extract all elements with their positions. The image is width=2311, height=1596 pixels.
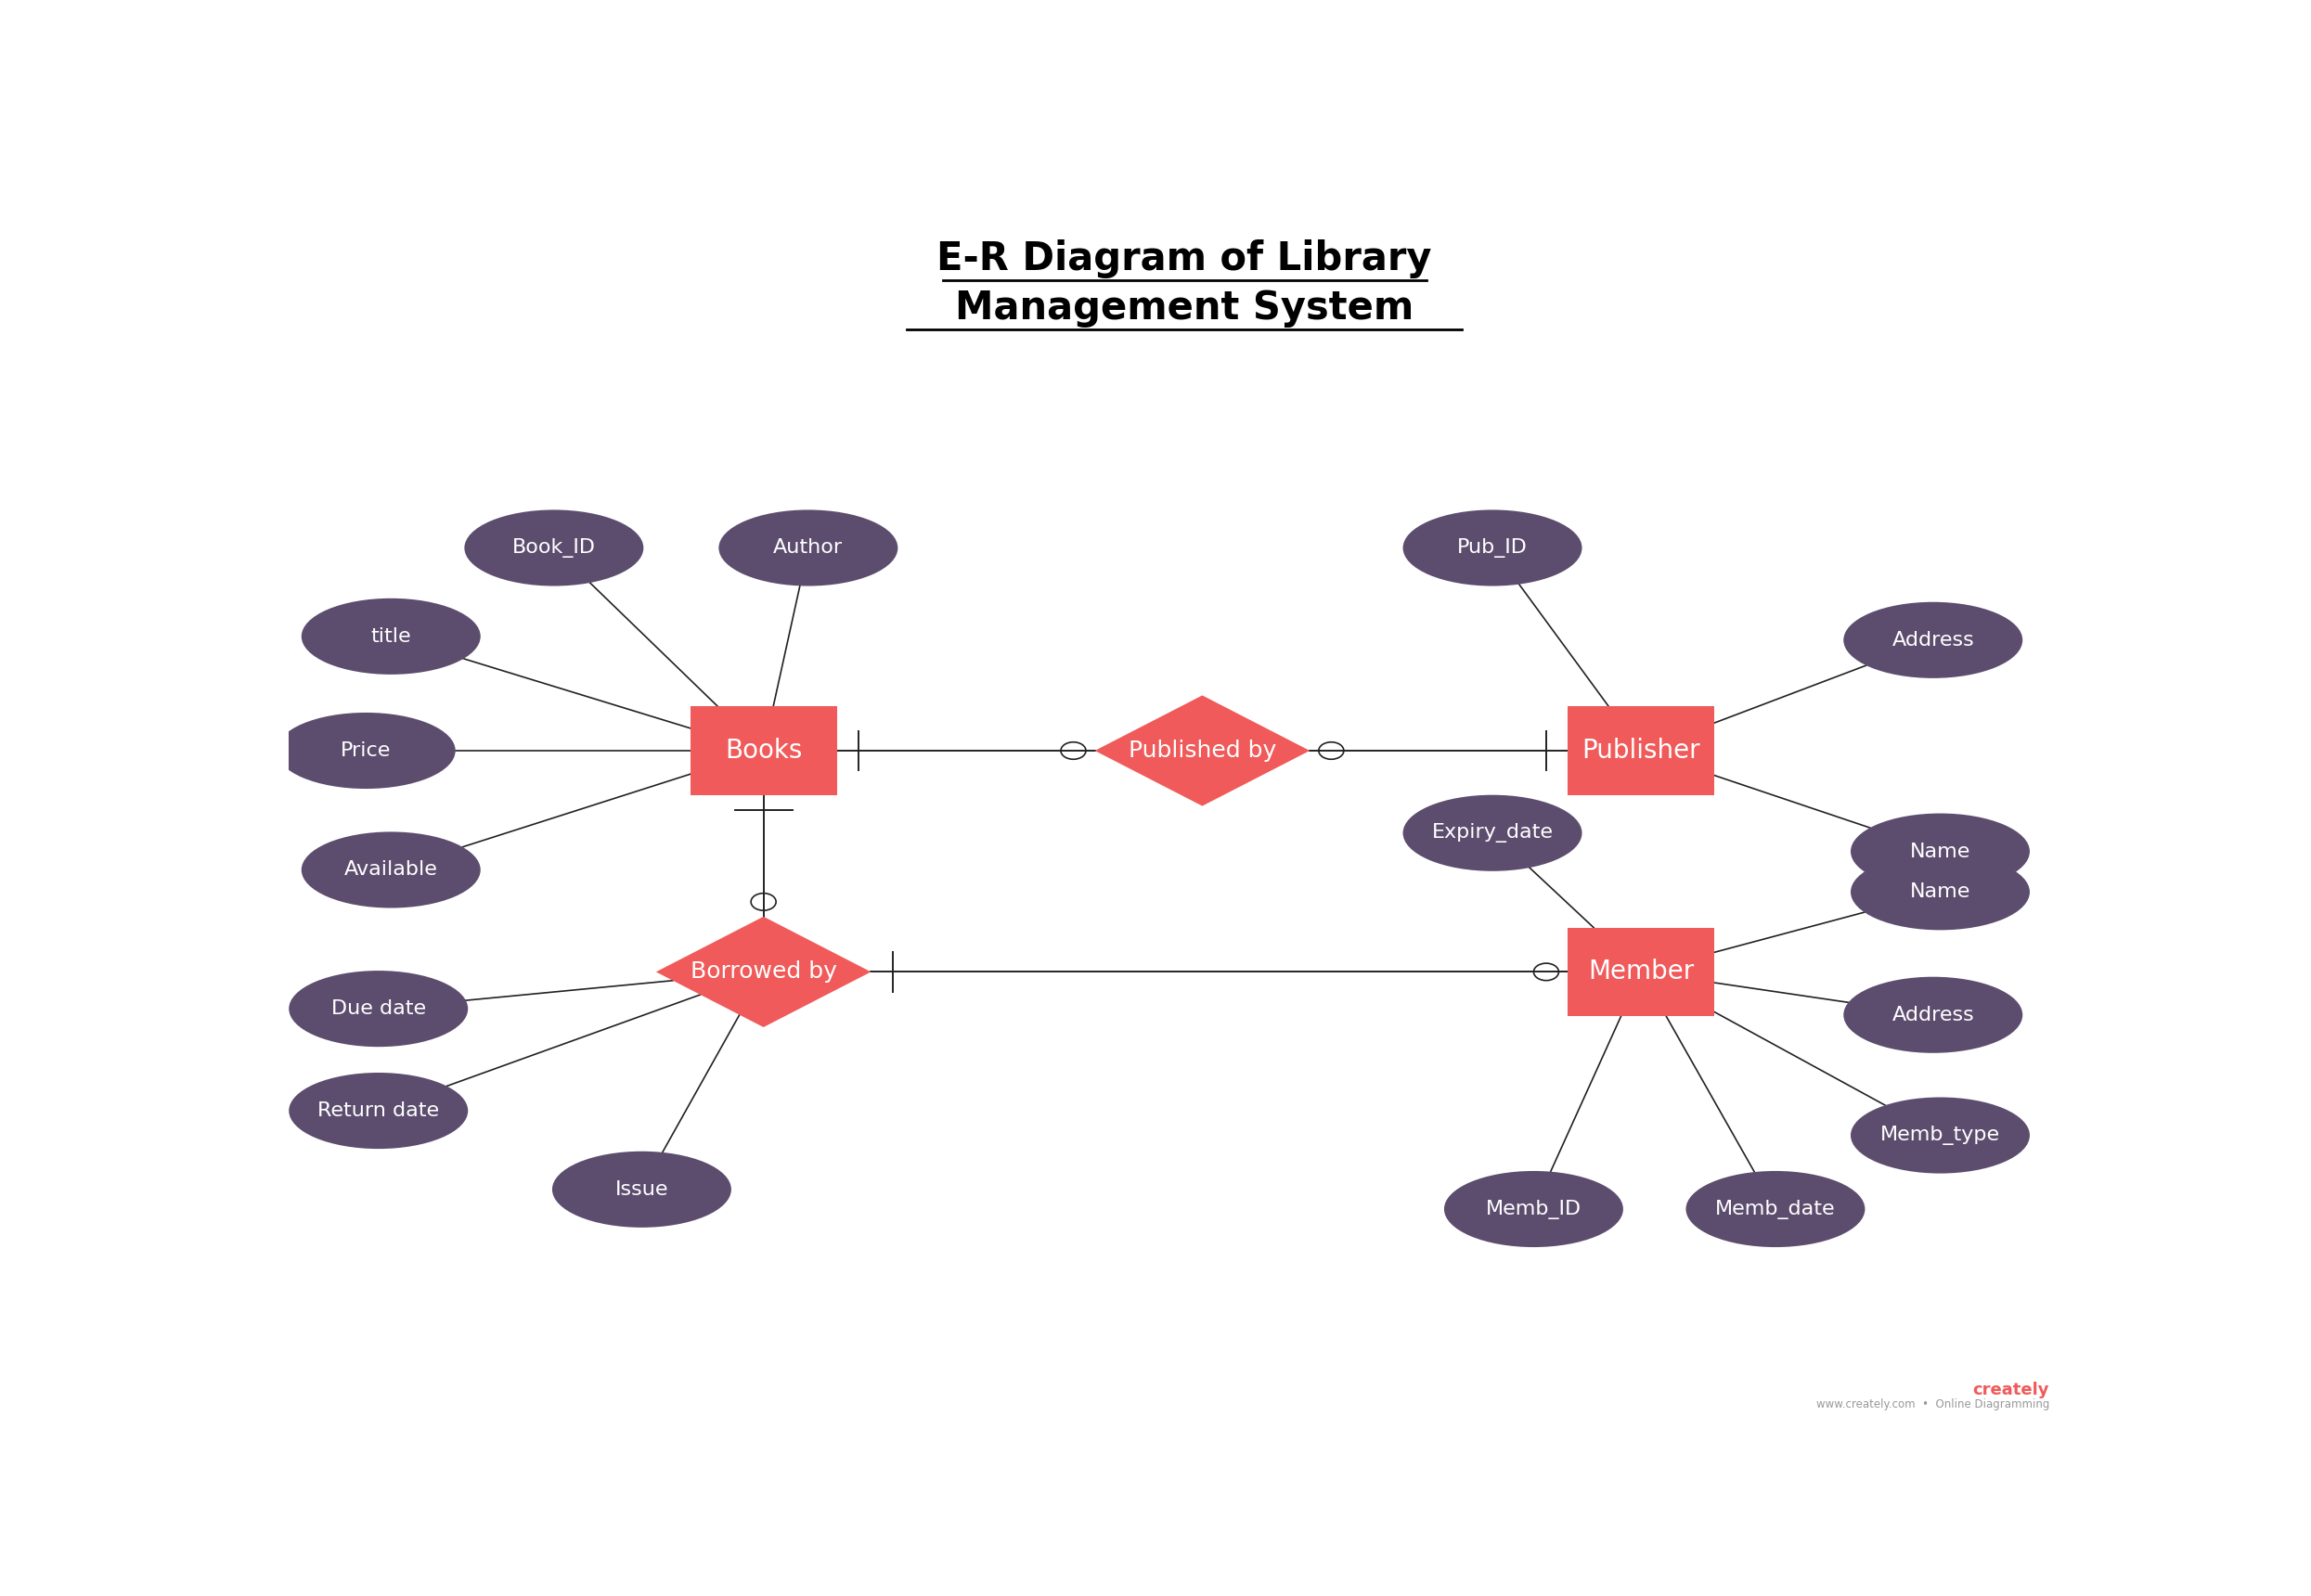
Ellipse shape [289, 970, 467, 1047]
Text: Published by: Published by [1128, 739, 1276, 761]
Ellipse shape [1403, 509, 1583, 586]
FancyBboxPatch shape [1567, 707, 1715, 795]
Ellipse shape [552, 1151, 730, 1227]
Ellipse shape [1851, 814, 2029, 889]
Text: Memb_date: Memb_date [1715, 1199, 1835, 1219]
Ellipse shape [300, 598, 481, 675]
Text: Name: Name [1909, 843, 1971, 860]
Ellipse shape [289, 1073, 467, 1149]
Text: www.creately.com  •  Online Diagramming: www.creately.com • Online Diagramming [1816, 1398, 2050, 1411]
Ellipse shape [1444, 1171, 1622, 1246]
Text: Management System: Management System [954, 289, 1414, 327]
Text: Memb_type: Memb_type [1881, 1125, 1999, 1144]
Ellipse shape [1403, 795, 1583, 871]
Text: Name: Name [1909, 883, 1971, 902]
Text: title: title [370, 627, 411, 646]
Text: Expiry_date: Expiry_date [1431, 824, 1553, 843]
Ellipse shape [300, 832, 481, 908]
Text: Book_ID: Book_ID [513, 538, 596, 557]
Text: Available: Available [344, 860, 437, 879]
Ellipse shape [1687, 1171, 1865, 1246]
Text: Price: Price [340, 742, 391, 760]
Ellipse shape [1844, 602, 2022, 678]
Ellipse shape [277, 712, 455, 788]
Ellipse shape [719, 509, 897, 586]
Polygon shape [1095, 696, 1310, 806]
Ellipse shape [1851, 1096, 2029, 1173]
Text: Memb_ID: Memb_ID [1486, 1199, 1581, 1219]
Ellipse shape [1851, 854, 2029, 930]
FancyBboxPatch shape [1567, 927, 1715, 1017]
Text: E-R Diagram of Library: E-R Diagram of Library [936, 239, 1433, 279]
Text: Address: Address [1893, 1005, 1974, 1025]
Text: Publisher: Publisher [1581, 737, 1701, 763]
Text: Borrowed by: Borrowed by [691, 961, 837, 983]
Ellipse shape [465, 509, 642, 586]
Text: Member: Member [1588, 959, 1694, 985]
FancyBboxPatch shape [691, 707, 837, 795]
Text: creately: creately [1974, 1382, 2050, 1398]
Text: Books: Books [726, 737, 802, 763]
Polygon shape [656, 916, 871, 1028]
Text: Issue: Issue [615, 1179, 668, 1199]
Text: Author: Author [774, 538, 844, 557]
Text: Due date: Due date [330, 999, 425, 1018]
Text: Return date: Return date [317, 1101, 439, 1120]
Ellipse shape [1844, 977, 2022, 1053]
Text: Address: Address [1893, 630, 1974, 650]
Text: Pub_ID: Pub_ID [1458, 538, 1528, 557]
